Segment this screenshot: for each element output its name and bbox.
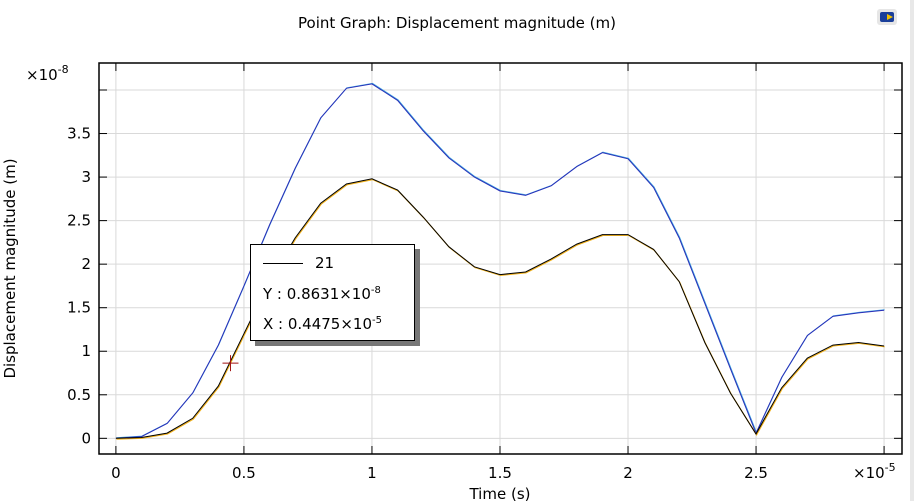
y-tick-label: 2 — [81, 255, 91, 273]
tooltip-series-label: 21 — [315, 254, 335, 272]
tooltip-x-value: X : 0.4475×10-5 — [263, 315, 382, 333]
app-logo-icon[interactable] — [874, 5, 900, 29]
y-tick-label: 2.5 — [67, 212, 91, 230]
y-tick-label: 1.5 — [67, 299, 91, 317]
x-multiplier: ×10-5 — [853, 461, 896, 482]
series-shadow-line — [116, 82, 885, 439]
y-tick-label: 1 — [81, 342, 91, 360]
y-tick-label: 0 — [81, 429, 91, 447]
y-tick-label: 0.5 — [67, 386, 91, 404]
x-tick-label: 0.5 — [232, 464, 256, 482]
x-tick-label: 1.5 — [488, 464, 512, 482]
x-tick-label: 0 — [111, 464, 121, 482]
y-tick-label: 3.5 — [67, 125, 91, 143]
scrollbar[interactable] — [910, 0, 914, 501]
x-tick-label: 2 — [623, 464, 633, 482]
probe-marker — [222, 355, 239, 372]
series-shadow-line — [116, 178, 885, 440]
probe-tooltip: 21 Y : 0.8631×10-8 X : 0.4475×10-5 — [250, 244, 415, 341]
series-line-21 — [115, 178, 885, 439]
tooltip-series-row: 21 — [263, 254, 334, 272]
x-tick-label: 1 — [367, 464, 377, 482]
chart-title: Point Graph: Displacement magnitude (m) — [298, 14, 616, 32]
x-axis-label: Time (s) — [468, 485, 530, 501]
series-line-swatch — [263, 263, 303, 264]
x-tick-label: 2.5 — [744, 464, 768, 482]
y-multiplier: ×10-8 — [26, 63, 69, 84]
plot-frame — [98, 62, 903, 455]
y-tick-label: 3 — [81, 168, 91, 186]
y-axis-label: Displacement magnitude (m) — [1, 158, 19, 378]
tooltip-y-value: Y : 0.8631×10-8 — [263, 285, 381, 303]
